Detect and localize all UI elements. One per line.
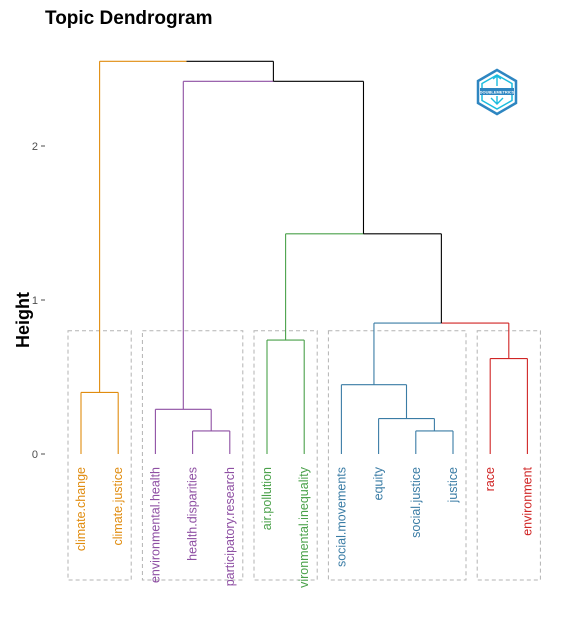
y-tick-label-0: 0 (32, 449, 38, 461)
y-axis: 0 1 2 (32, 141, 45, 461)
leaf-label-3: health.disparities (186, 467, 200, 561)
leaf-label-0: climate.change (74, 467, 88, 551)
dendrogram-branches (80, 60, 528, 454)
leaf-label-9: social.justice (409, 467, 423, 538)
leaf-label-1: climate.justice (111, 467, 125, 546)
leaf-label-7: social.movements (334, 467, 348, 567)
leaf-label-4: participatory.research (223, 467, 237, 586)
y-tick-label-2: 2 (32, 141, 38, 153)
cluster-box-3 (327, 330, 467, 581)
logo-text: DOUBLEMETRICS (480, 90, 515, 95)
chart-title: Topic Dendrogram (45, 8, 213, 29)
y-tick-label-1: 1 (32, 295, 38, 307)
cluster-boxes (67, 330, 541, 581)
cluster-box-1 (141, 330, 244, 581)
leaf-labels: climate.change climate.justice environment… (74, 466, 534, 588)
leaf-label-10: justice (446, 467, 460, 503)
leaf-label-12: environment (520, 466, 534, 535)
leaf-label-8: equity (372, 466, 386, 500)
leaf-label-2: environmental.health (148, 467, 162, 583)
cluster-box-4 (476, 330, 541, 581)
leaf-label-5: air.pollution (260, 467, 274, 530)
doublemetrics-logo-icon: DOUBLEMETRICS (476, 68, 518, 116)
leaf-label-11: race (483, 467, 497, 491)
leaf-label-6: vironmental.inequality (297, 466, 311, 588)
y-axis-label: Height (13, 292, 33, 348)
